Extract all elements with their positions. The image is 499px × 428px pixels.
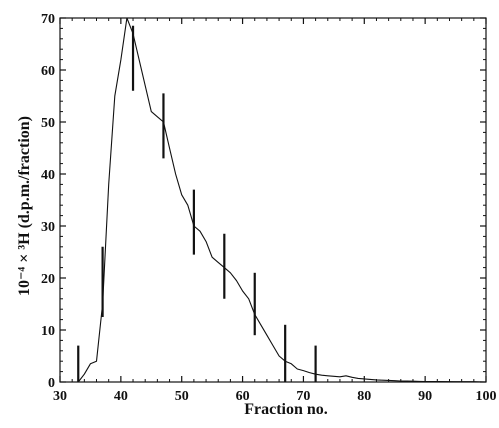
y-tick-label: 50: [41, 116, 55, 131]
x-tick-label: 70: [296, 389, 310, 404]
x-tick-labels: 30 40 50 60 70 80 90 100: [53, 389, 497, 404]
y-tick-labels: 0 10 20 30 40 50 60 70: [41, 12, 55, 391]
y-tick-label: 0: [48, 376, 55, 391]
y-tick-label: 30: [41, 220, 55, 235]
x-tick-label: 90: [418, 389, 432, 404]
plot-border: [59, 17, 487, 383]
y-axis-title: 10⁻⁴ × ³H (d.p.m./fraction): [16, 116, 33, 296]
y-tick-label: 20: [41, 272, 55, 287]
plot-frame: [59, 17, 487, 383]
y-tick-label: 60: [41, 64, 55, 79]
x-tick-label: 100: [476, 389, 497, 404]
y-tick-label: 70: [41, 12, 55, 27]
x-tick-label: 40: [114, 389, 128, 404]
series-group: [77, 17, 487, 383]
x-tick-label: 50: [175, 389, 189, 404]
y-tick-label: 10: [41, 324, 55, 339]
x-tick-label: 30: [53, 389, 67, 404]
x-tick-label: 80: [357, 389, 371, 404]
y-tick-label: 40: [41, 168, 55, 183]
error-bars: [77, 25, 317, 382]
x-axis-title: Fraction no.: [244, 401, 328, 418]
x-axis-ticks: [59, 18, 487, 382]
y-axis-ticks: [60, 17, 486, 383]
series-line: [77, 17, 487, 383]
x-tick-label: 60: [236, 389, 250, 404]
